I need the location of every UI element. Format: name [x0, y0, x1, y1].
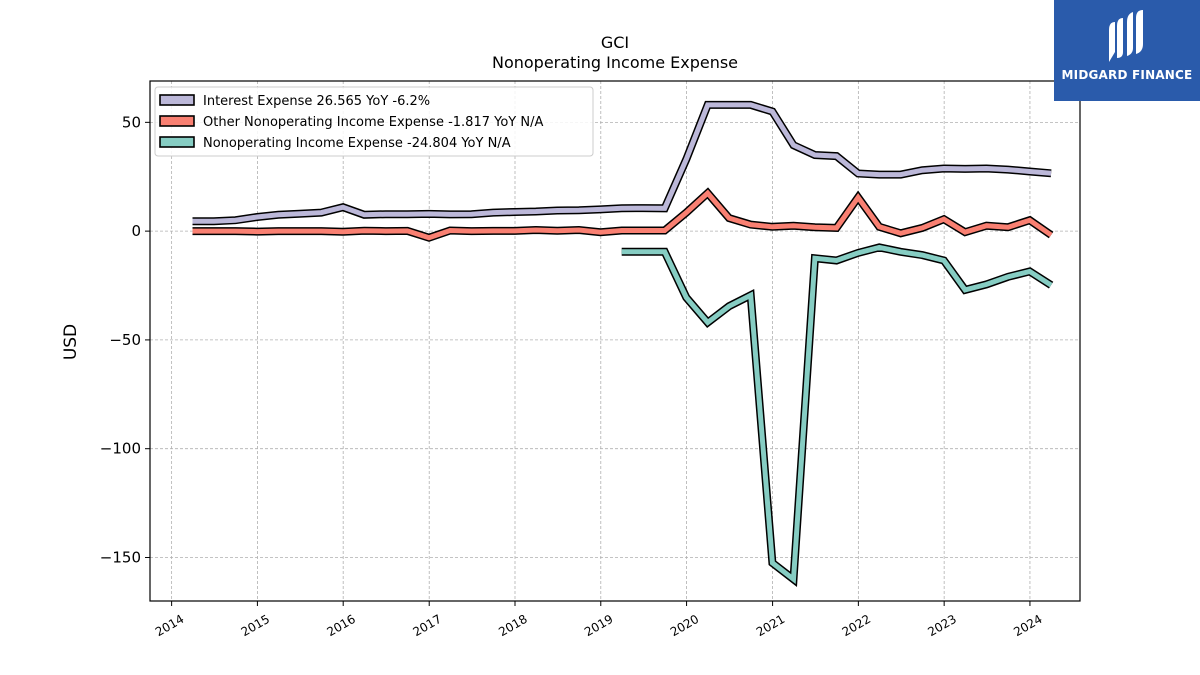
brand-logo: MIDGARD FINANCE — [1054, 0, 1200, 101]
legend: Interest Expense 26.565 YoY -6.2% Other N… — [154, 86, 594, 157]
y-axis-label: USD — [61, 324, 81, 360]
x-tick-label: 2017 — [410, 612, 443, 639]
y-tick-label: −100 — [100, 440, 141, 458]
grid-lines — [150, 81, 1080, 601]
x-tick-label: 2019 — [582, 612, 615, 639]
series-lines — [192, 100, 1054, 587]
legend-swatch — [159, 115, 195, 127]
legend-label: Nonoperating Income Expense -24.804 YoY … — [203, 136, 511, 151]
x-tick-label: 2015 — [239, 612, 272, 639]
y-tick-label: −50 — [109, 331, 141, 349]
y-tick-label: −150 — [100, 548, 141, 566]
x-tick-label: 2018 — [496, 612, 529, 639]
x-tick-label: 2021 — [754, 612, 787, 639]
legend-label: Interest Expense 26.565 YoY -6.2% — [203, 94, 430, 109]
axis-ticks: 50 0 −50 −100 −150 2014 2015 2016 2017 2018 2019 20… — [100, 113, 1045, 639]
legend-entry: Nonoperating Income Expense -24.804 YoY … — [159, 136, 511, 151]
series-3 — [621, 243, 1054, 587]
plot-frame — [149, 80, 1081, 602]
legend-box — [154, 86, 594, 157]
x-tick-label: 2020 — [668, 612, 701, 639]
legend-entry: Interest Expense 26.565 YoY -6.2% — [159, 94, 430, 109]
legend-label: Other Nonoperating Income Expense -1.817… — [203, 115, 543, 130]
legend-entry: Other Nonoperating Income Expense -1.817… — [159, 115, 543, 130]
chart-subtitle: Nonoperating Income Expense — [492, 53, 738, 72]
chart-title: GCI — [601, 33, 629, 52]
y-tick-label: 0 — [131, 222, 141, 240]
legend-swatch — [159, 136, 195, 148]
series-1 — [192, 100, 1052, 226]
series-line — [192, 189, 1053, 241]
midgard-logo-icon — [1109, 10, 1143, 62]
y-tick-label: 50 — [122, 113, 141, 131]
legend-swatch — [159, 94, 195, 106]
x-tick-label: 2024 — [1011, 612, 1044, 639]
x-tick-label: 2023 — [925, 612, 958, 639]
brand-text: MIDGARD FINANCE — [1061, 68, 1193, 82]
x-tick-label: 2016 — [324, 612, 357, 639]
series-line — [192, 102, 1052, 224]
series-line — [621, 244, 1053, 585]
x-tick-label: 2014 — [153, 612, 186, 639]
series-2 — [192, 187, 1054, 242]
x-tick-label: 2022 — [840, 612, 873, 639]
